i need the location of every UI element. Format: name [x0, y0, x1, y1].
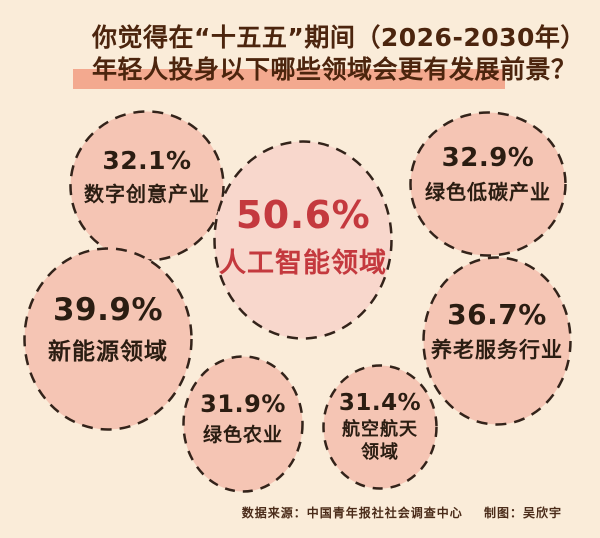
- bubble-label: 人工智能领域: [219, 247, 387, 279]
- bubble-content: 50.6% 人工智能领域: [212, 135, 394, 337]
- bubble-content: 32.1% 数字创意产业: [68, 99, 226, 253]
- bubble-label: 绿色农业: [202, 423, 283, 446]
- bubble-green-agriculture: 31.9% 绿色农业: [181, 354, 305, 494]
- dashed-circle: [422, 256, 572, 426]
- bubble-digital-creative-industry: 32.1% 数字创意产业: [68, 109, 226, 263]
- footer-attribution: 数据来源：中国青年报社社会调查中心 制图：吴欣宇: [242, 504, 562, 521]
- bubble-content: 36.7% 养老服务行业: [421, 245, 573, 417]
- bubble-label: 绿色低碳产业: [425, 180, 551, 204]
- bubble-content: 32.9% 绿色低碳产业: [408, 100, 568, 248]
- bubble-aerospace: 31.4% 航空航天 领域: [321, 363, 439, 491]
- bubble-artificial-intelligence: 50.6% 人工智能领域: [212, 139, 394, 341]
- bubble-new-energy: 39.9% 新能源领域: [22, 246, 194, 432]
- bubble-label: 航空航天 领域: [342, 419, 418, 463]
- bubble-value: 31.9%: [200, 389, 286, 418]
- bubble-value: 39.9%: [52, 292, 164, 328]
- bubble-content: 31.9% 绿色农业: [181, 348, 305, 488]
- dashed-circle: [409, 111, 567, 257]
- bubble-value: 32.1%: [102, 145, 192, 175]
- title-highlight-bar: [73, 69, 505, 89]
- bubble-label: 养老服务行业: [431, 338, 563, 362]
- bubble-label: 数字创意产业: [84, 181, 210, 206]
- dashed-circle: [213, 140, 393, 340]
- bubble-value: 50.6%: [235, 192, 371, 237]
- dashed-circle: [322, 364, 438, 490]
- bubble-value: 32.9%: [441, 143, 535, 173]
- bubble-content: 39.9% 新能源领域: [22, 236, 194, 422]
- title-line-2: 年轻人投身以下哪些领域会更有发展前景？: [92, 55, 577, 84]
- data-source-text: 数据来源：中国青年报社社会调查中心: [241, 506, 463, 520]
- bubble-content: 31.4% 航空航天 领域: [321, 363, 439, 491]
- chart-title: 你觉得在“十五五”期间（2026-2030年） 年轻人投身以下哪些领域会更有发展…: [92, 22, 586, 86]
- credit-text: 制图：吴欣宇: [483, 506, 562, 520]
- bubble-green-low-carbon-industry: 32.9% 绿色低碳产业: [408, 110, 568, 258]
- title-line-1: 你觉得在“十五五”期间（2026-2030年）: [92, 23, 586, 52]
- bubble-value: 36.7%: [447, 298, 547, 331]
- bubble-value: 31.4%: [338, 390, 422, 416]
- bubble-label: 新能源领域: [48, 339, 168, 365]
- bubble-elderly-care-services: 36.7% 养老服务行业: [421, 255, 573, 427]
- dashed-circle: [182, 355, 304, 493]
- dashed-circle: [23, 247, 193, 431]
